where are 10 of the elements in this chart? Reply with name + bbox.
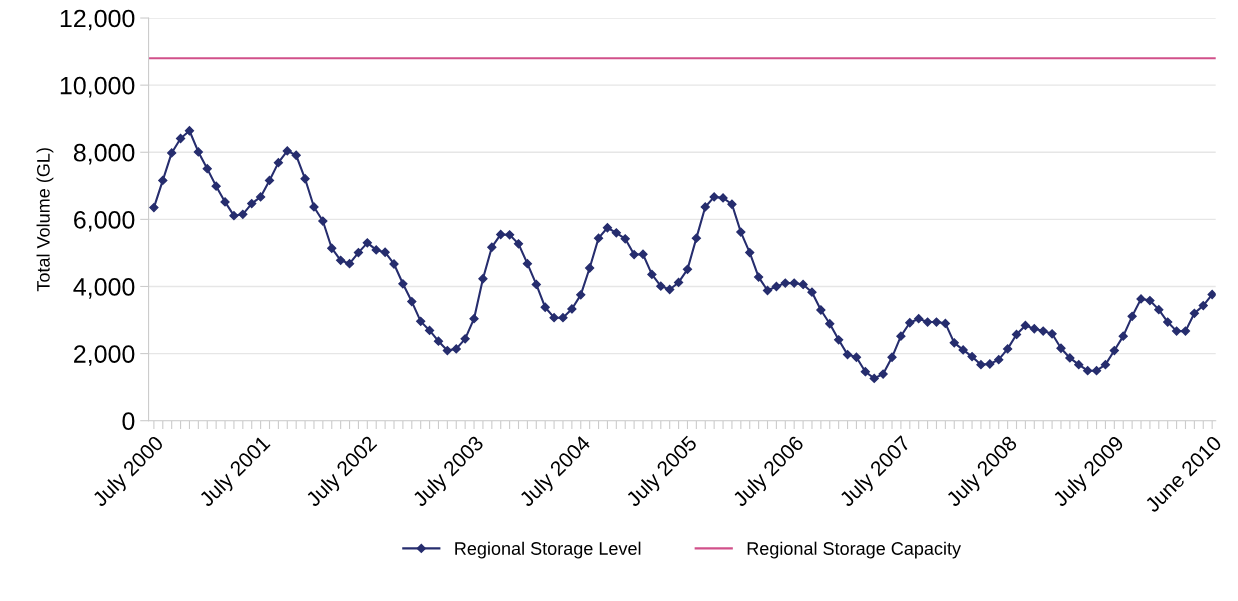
- y-tick-label: 4,000: [73, 278, 135, 299]
- y-tick-label: 0: [122, 412, 135, 430]
- y-axis-title: Total Volume (GL): [36, 148, 54, 292]
- legend-label: Regional Storage Capacity: [747, 541, 961, 559]
- y-tick-label: 12,000: [60, 9, 135, 31]
- y-tick-label: 6,000: [74, 210, 135, 232]
- y-tick-label: 2,000: [74, 345, 135, 366]
- legend-label: Regional Storage Level: [455, 541, 641, 559]
- y-tick-label: 10,000: [60, 76, 135, 98]
- y-tick-label: 8,000: [73, 143, 135, 165]
